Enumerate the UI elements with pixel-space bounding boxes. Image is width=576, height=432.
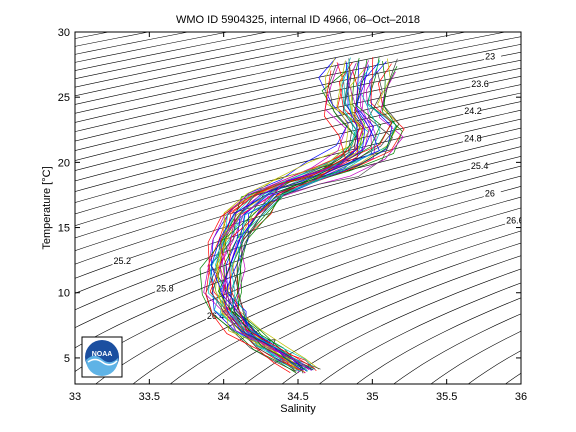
contour-label: 24.2 xyxy=(464,106,482,116)
contour-label-bg xyxy=(463,134,481,144)
density-contour xyxy=(75,165,521,311)
density-contour xyxy=(75,136,521,265)
profile-line xyxy=(236,61,397,371)
density-contour xyxy=(75,127,521,252)
contour-label: 23 xyxy=(485,51,495,61)
density-contour xyxy=(75,175,521,329)
noaa-logo-text: NOAA xyxy=(92,351,113,358)
profile-line xyxy=(215,60,349,370)
density-contour xyxy=(75,67,521,171)
contour-label: 23.6 xyxy=(471,79,489,89)
y-axis-label: Temperature [°C] xyxy=(41,166,53,249)
x-tick-label: 33.5 xyxy=(139,391,160,403)
density-contour xyxy=(75,32,427,105)
density-contour xyxy=(75,118,521,239)
contour-label-bg xyxy=(264,339,282,349)
contour-label-bg xyxy=(483,189,501,199)
contour-label-bg xyxy=(463,107,481,117)
density-contour xyxy=(75,51,521,151)
density-contour xyxy=(75,155,521,294)
contour-label: 26.6 xyxy=(506,216,524,226)
y-tick-label: 10 xyxy=(58,288,70,300)
density-contour xyxy=(75,146,521,279)
density-contour xyxy=(132,218,521,384)
density-contour xyxy=(207,242,521,384)
density-contour xyxy=(356,297,521,384)
density-contour xyxy=(75,32,109,39)
density-contour xyxy=(319,282,521,384)
density-contour xyxy=(75,36,521,132)
contour-label-bg xyxy=(469,161,487,171)
profile-line xyxy=(219,62,365,371)
profile-line xyxy=(227,58,400,370)
contour-label: 25.4 xyxy=(471,161,489,171)
x-axis-ticks: 33 33.5 34 34.5 35 35.5 36 xyxy=(69,32,527,403)
density-contour xyxy=(75,32,466,114)
profile-line xyxy=(230,65,381,372)
x-tick-label: 34.5 xyxy=(287,391,308,403)
density-contour xyxy=(75,59,521,161)
contour-label-bg xyxy=(155,284,173,294)
contour-label-bg xyxy=(484,52,502,62)
x-tick-label: 36 xyxy=(515,391,527,403)
x-axis-label: Salinity xyxy=(280,403,316,415)
density-contour xyxy=(75,196,521,372)
contour-label-bg xyxy=(505,216,521,226)
profile-line xyxy=(236,63,405,371)
contour-label: 25.2 xyxy=(114,256,132,266)
density-contour xyxy=(244,255,521,384)
profile-line xyxy=(219,65,370,372)
plot-area-frame xyxy=(74,31,522,385)
density-contour xyxy=(75,32,506,123)
density-contour xyxy=(75,32,387,97)
density-contour xyxy=(75,109,521,227)
density-contour xyxy=(75,101,521,215)
y-tick-label: 15 xyxy=(58,223,70,235)
profile-line xyxy=(230,72,393,374)
y-tick-label: 25 xyxy=(58,92,70,104)
profile-line xyxy=(210,61,358,371)
density-contour xyxy=(75,75,521,182)
density-contour xyxy=(95,207,521,384)
noaa-logo: NOAA xyxy=(81,336,123,378)
x-tick-label: 35.5 xyxy=(436,391,457,403)
y-tick-label: 5 xyxy=(64,353,70,365)
contour-label-bg xyxy=(470,79,488,89)
x-tick-label: 35 xyxy=(366,391,378,403)
density-contour xyxy=(430,330,521,384)
profile-line xyxy=(207,65,358,372)
density-contours xyxy=(75,32,521,384)
profile-lines xyxy=(199,57,405,374)
profile-line xyxy=(219,63,380,371)
contour-label: 25.8 xyxy=(156,283,174,293)
profile-line xyxy=(211,66,358,372)
density-contour xyxy=(75,32,228,63)
density-contour xyxy=(505,372,521,384)
density-contour xyxy=(281,268,521,384)
contour-label: 24.8 xyxy=(464,134,482,144)
x-tick-label: 34 xyxy=(218,391,230,403)
chart-title: WMO ID 5904325, internal ID 4966, 06–Oct… xyxy=(176,14,420,26)
density-contour xyxy=(75,186,521,349)
y-tick-label: 20 xyxy=(58,157,70,169)
contour-label: 26 xyxy=(485,188,495,198)
profile-line xyxy=(229,57,393,369)
density-contour xyxy=(393,313,521,384)
profile-line xyxy=(205,70,346,373)
x-tick-label: 33 xyxy=(69,391,81,403)
density-contour xyxy=(170,230,521,384)
profile-line xyxy=(220,60,371,370)
y-axis-ticks: 5 10 15 20 25 30 xyxy=(58,27,521,365)
density-contour xyxy=(75,44,521,142)
contour-label-bg xyxy=(112,257,130,267)
y-tick-label: 30 xyxy=(58,27,70,39)
density-contour xyxy=(75,84,521,192)
